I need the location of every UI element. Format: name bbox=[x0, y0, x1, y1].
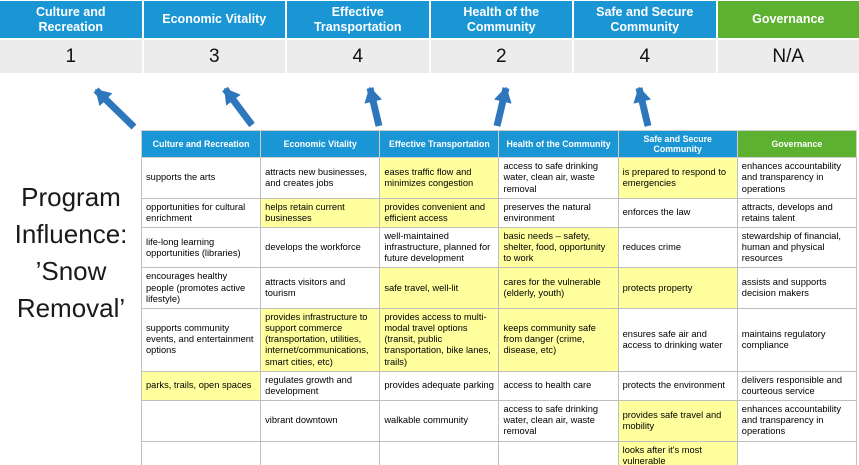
matrix-header-safety: Safe and Secure Community bbox=[617, 129, 738, 159]
matrix-cell: encourages healthy people (promotes acti… bbox=[140, 267, 262, 309]
matrix-header-governance: Governance bbox=[736, 129, 858, 159]
band-header-transportation: Effective Transportation bbox=[287, 1, 429, 38]
matrix-cell bbox=[140, 440, 262, 465]
arrow-safety-icon bbox=[633, 86, 652, 127]
matrix-cell: cares for the vulnerable (elderly, youth… bbox=[498, 267, 619, 309]
page-title: Program Influence: ’Snow Removal’ bbox=[14, 182, 128, 323]
matrix-cell: looks after it's most vulnerable bbox=[617, 440, 738, 465]
matrix-header-economic: Economic Vitality bbox=[260, 129, 381, 159]
matrix-cell: basic needs – safety, shelter, food, opp… bbox=[498, 226, 619, 269]
matrix-cell: enforces the law bbox=[617, 197, 738, 229]
score-safety: 4 bbox=[574, 40, 716, 73]
matrix-cell: ensures safe air and access to drinking … bbox=[617, 307, 738, 372]
matrix-cell: provides safe travel and mobility bbox=[617, 400, 738, 442]
matrix-header-health: Health of the Community bbox=[498, 129, 619, 159]
matrix-cell: safe travel, well-lit bbox=[379, 267, 500, 309]
matrix-cell: stewardship of financial, human and phys… bbox=[736, 226, 858, 269]
matrix-row: opportunities for cultural enrichment hel… bbox=[140, 197, 858, 229]
score-transportation: 4 bbox=[287, 40, 429, 73]
matrix-cell: attracts new businesses, and creates job… bbox=[260, 157, 381, 199]
matrix-cell: attracts, develops and retains talent bbox=[736, 197, 858, 229]
influence-matrix: Culture and Recreation Economic Vitality… bbox=[140, 129, 858, 465]
score-governance: N/A bbox=[717, 40, 859, 73]
matrix-header-row: Culture and Recreation Economic Vitality… bbox=[140, 129, 858, 159]
matrix-cell: supports the arts bbox=[140, 157, 262, 199]
arrow-economic-icon bbox=[222, 86, 255, 128]
matrix-cell: maintains regulatory compliance bbox=[736, 307, 858, 372]
matrix-cell: delivers responsible and courteous servi… bbox=[736, 370, 858, 402]
matrix-cell: life-long learning opportunities (librar… bbox=[140, 226, 262, 269]
matrix-row: supports community events, and entertain… bbox=[140, 307, 858, 372]
matrix-cell: provides convenient and efficient access bbox=[379, 197, 500, 229]
score-culture: 1 bbox=[0, 40, 142, 73]
matrix-cell bbox=[736, 440, 858, 465]
arrow-health-icon bbox=[493, 86, 512, 127]
matrix-cell: regulates growth and development bbox=[260, 370, 381, 402]
band-header-governance: Governance bbox=[717, 1, 859, 38]
score-band-values: 1 3 4 2 4 N/A bbox=[0, 40, 859, 73]
matrix-cell: vibrant downtown bbox=[260, 400, 381, 442]
matrix-cell: eases traffic flow and minimizes congest… bbox=[379, 157, 500, 199]
band-header-culture: Culture and Recreation bbox=[0, 1, 142, 38]
matrix-cell bbox=[140, 400, 262, 442]
matrix-cell: provides adequate parking bbox=[379, 370, 500, 402]
arrow-culture-icon bbox=[93, 87, 137, 130]
matrix-row: parks, trails, open spaces regulates grow… bbox=[140, 370, 858, 402]
matrix-cell bbox=[260, 440, 381, 465]
band-header-health: Health of the Community bbox=[430, 1, 572, 38]
matrix-row: vibrant downtown walkable community access… bbox=[140, 400, 858, 442]
matrix-header-transportation: Effective Transportation bbox=[379, 129, 500, 159]
score-band-headers: Culture and Recreation Economic Vitality… bbox=[0, 1, 859, 38]
matrix-header-culture: Culture and Recreation bbox=[140, 129, 262, 159]
score-economic: 3 bbox=[143, 40, 285, 73]
arrow-transportation-icon bbox=[364, 86, 383, 127]
matrix-cell: provides access to multi-modal travel op… bbox=[379, 307, 500, 372]
matrix-cell: opportunities for cultural enrichment bbox=[140, 197, 262, 229]
matrix-row: encourages healthy people (promotes acti… bbox=[140, 267, 858, 309]
matrix-cell: is prepared to respond to emergencies bbox=[617, 157, 738, 199]
matrix-cell bbox=[379, 440, 500, 465]
matrix-cell: helps retain current businesses bbox=[260, 197, 381, 229]
matrix-cell: supports community events, and entertain… bbox=[140, 307, 262, 372]
matrix-cell: attracts visitors and tourism bbox=[260, 267, 381, 309]
matrix-cell: well-maintained infrastructure, planned … bbox=[379, 226, 500, 269]
matrix-cell: enhances accountability and transparency… bbox=[736, 400, 858, 442]
matrix-cell: access to safe drinking water, clean air… bbox=[498, 400, 619, 442]
matrix-cell: assists and supports decision makers bbox=[736, 267, 858, 309]
matrix-cell: parks, trails, open spaces bbox=[140, 370, 262, 402]
matrix-cell: protects property bbox=[617, 267, 738, 309]
band-header-safety: Safe and Secure Community bbox=[574, 1, 716, 38]
matrix-cell: preserves the natural environment bbox=[498, 197, 619, 229]
matrix-cell: access to safe drinking water, clean air… bbox=[498, 157, 619, 199]
matrix-row: life-long learning opportunities (librar… bbox=[140, 226, 858, 269]
matrix-row: looks after it's most vulnerable bbox=[140, 440, 858, 465]
matrix-cell: enhances accountability and transparency… bbox=[736, 157, 858, 199]
matrix-cell: walkable community bbox=[379, 400, 500, 442]
matrix-cell bbox=[498, 440, 619, 465]
matrix-cell: develops the workforce bbox=[260, 226, 381, 269]
matrix-cell: protects the environment bbox=[617, 370, 738, 402]
matrix-cell: reduces crime bbox=[617, 226, 738, 269]
influence-arrows bbox=[93, 86, 652, 130]
band-header-economic: Economic Vitality bbox=[143, 1, 285, 38]
matrix-cell: provides infrastructure to support comme… bbox=[260, 307, 381, 372]
matrix-row: supports the arts attracts new businesses… bbox=[140, 157, 858, 199]
matrix-cell: keeps community safe from danger (crime,… bbox=[498, 307, 619, 372]
score-health: 2 bbox=[430, 40, 572, 73]
matrix-cell: access to health care bbox=[498, 370, 619, 402]
